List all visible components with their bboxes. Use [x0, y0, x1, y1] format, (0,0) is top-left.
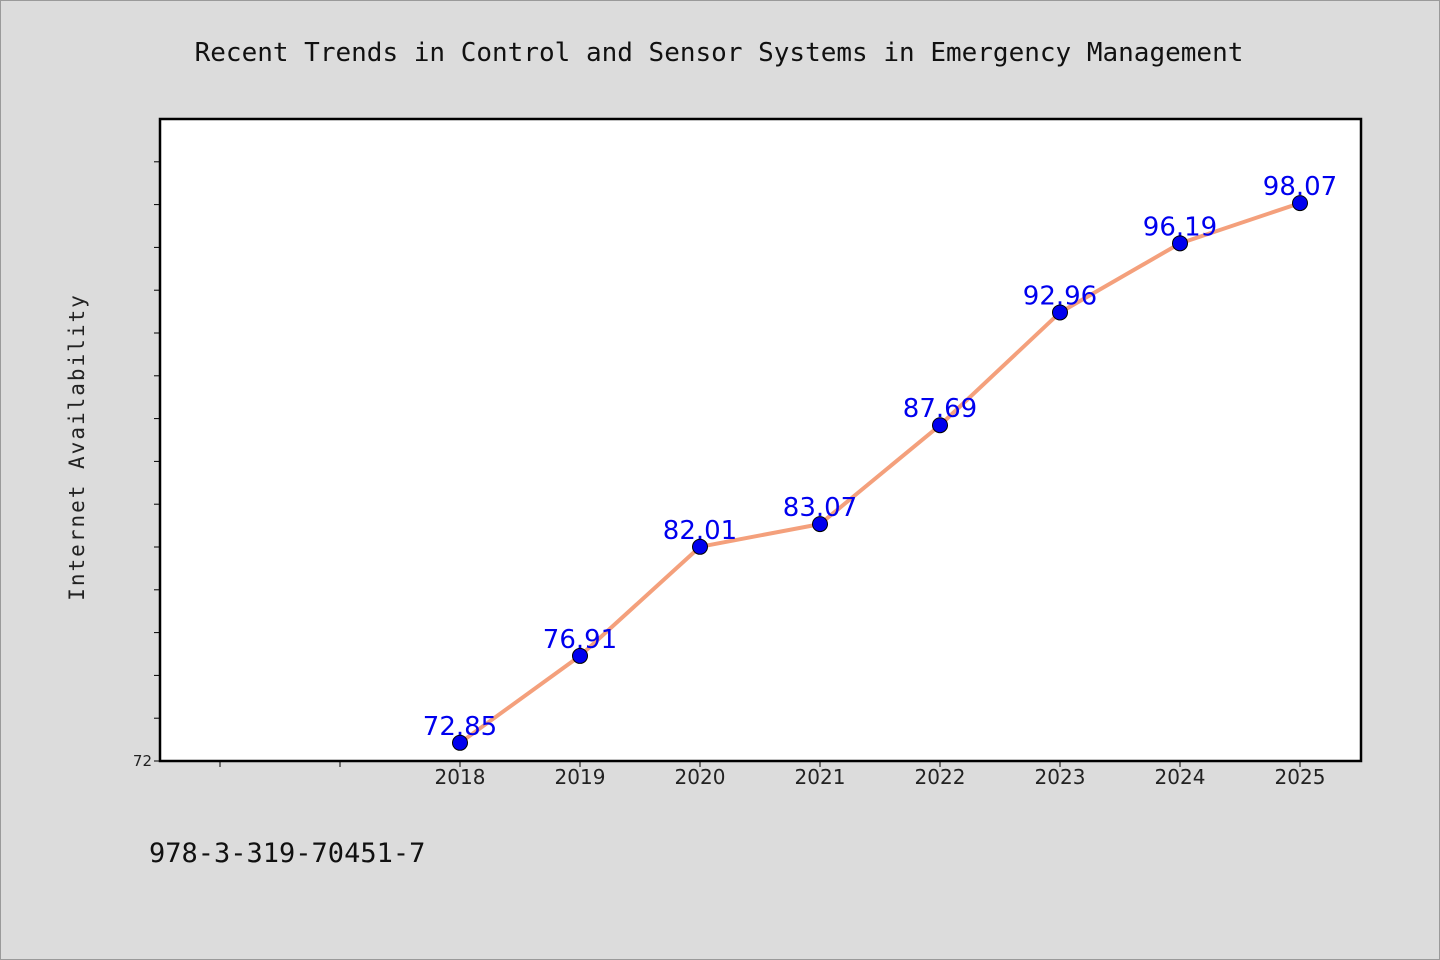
- data-point: [572, 647, 588, 664]
- x-tick-label: 2022: [915, 765, 966, 789]
- data-point: [812, 516, 828, 533]
- data-point: [1052, 304, 1068, 321]
- y-axis-label: Internet Availability: [65, 293, 89, 601]
- x-tick-label: 2021: [795, 765, 846, 789]
- data-point: [932, 417, 948, 434]
- x-tick-label: 2020: [675, 765, 726, 789]
- data-point: [692, 538, 708, 555]
- series-line: [458, 201, 1302, 745]
- x-tick-label: 2019: [555, 765, 606, 789]
- data-point: [1172, 235, 1188, 252]
- series-layer: [458, 201, 1302, 745]
- data-point: [1292, 195, 1308, 212]
- x-tick-label: 2018: [435, 765, 486, 789]
- axes-layer: 2018 2019 2020 2021 2022 2023 2024 2025 72: [133, 161, 1326, 789]
- chart-title: Recent Trends in Control and Sensor Syst…: [195, 38, 1244, 68]
- isbn-footer: 978-3-319-70451-7: [149, 838, 425, 869]
- x-tick-label: 2025: [1275, 765, 1326, 789]
- x-tick-label: 2024: [1155, 765, 1206, 789]
- plot-area: [158, 117, 1363, 763]
- y-tick-label: 72: [133, 752, 152, 770]
- data-point: [452, 734, 468, 751]
- x-tick-label: 2023: [1035, 765, 1086, 789]
